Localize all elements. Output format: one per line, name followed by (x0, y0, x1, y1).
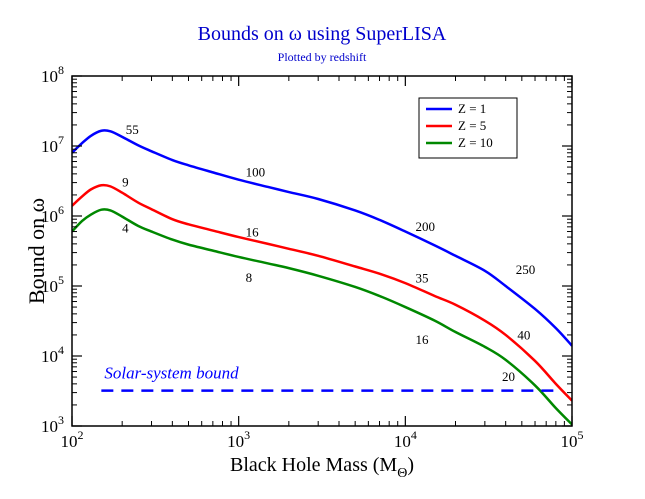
x-axis-label-text: Black Hole Mass (M (230, 454, 397, 476)
legend-label-1: Z = 1 (458, 101, 486, 116)
y-axis-label: Bound on ω (24, 198, 49, 304)
x-tick-label-base: 10 (227, 432, 244, 451)
x-tick-label-exponent: 5 (578, 428, 584, 442)
x-tick-label-base: 10 (561, 432, 578, 451)
x-tick-label-exponent: 3 (244, 428, 250, 442)
data-annotation: 16 (415, 332, 429, 347)
y-tick-label: 103 (41, 413, 64, 436)
y-tick-label-base: 10 (41, 347, 58, 366)
series-line-3 (72, 208, 572, 426)
data-annotation: 9 (122, 175, 128, 190)
data-annotation: 55 (126, 122, 139, 137)
y-tick-label-exponent: 4 (58, 343, 64, 357)
y-tick-label-exponent: 6 (58, 203, 64, 217)
data-annotation: 8 (246, 270, 253, 285)
y-tick-label: 108 (41, 63, 64, 86)
data-annotation: 40 (517, 328, 530, 343)
data-annotation: 20 (502, 369, 515, 384)
y-tick-label-exponent: 8 (58, 63, 64, 77)
y-tick-label-exponent: 7 (58, 133, 64, 147)
data-annotation: 200 (415, 219, 435, 234)
legend: Z = 1 Z = 5 Z = 10 (418, 97, 518, 159)
series-line-1 (72, 129, 572, 347)
plot-frame (71, 75, 573, 427)
data-annotation: 16 (246, 225, 259, 240)
y-tick-label-base: 10 (41, 417, 58, 436)
y-tick-label: 106 (41, 203, 64, 226)
y-tick-label-exponent: 3 (58, 413, 64, 427)
x-tick-label-base: 10 (394, 432, 411, 451)
series-line-2 (72, 183, 572, 402)
legend-label-2: Z = 5 (458, 118, 486, 133)
y-tick-label-exponent: 5 (58, 273, 64, 287)
data-annotation: 35 (415, 270, 428, 285)
chart-subtitle: Plotted by redshift (278, 50, 367, 64)
y-tick-label-base: 10 (41, 67, 58, 86)
x-tick-label-exponent: 2 (78, 428, 84, 442)
y-tick-label-base: 10 (41, 207, 58, 226)
x-tick-label-base: 10 (61, 432, 78, 451)
x-tick-label: 103 (227, 428, 250, 451)
x-axis-label-close: ) (407, 454, 414, 476)
x-tick-label: 104 (394, 428, 417, 451)
data-annotation: 100 (246, 164, 265, 179)
x-tick-label: 105 (561, 428, 584, 451)
y-tick-label: 104 (41, 343, 64, 366)
data-annotation: 4 (122, 221, 129, 236)
y-tick-label-base: 10 (41, 277, 58, 296)
x-axis-label: Black Hole Mass (MΘ) (230, 454, 414, 481)
y-tick-label-base: 10 (41, 137, 58, 156)
x-tick-label: 102 (61, 428, 84, 451)
chart-title: Bounds on ω using SuperLISA (198, 23, 447, 45)
legend-label-3: Z = 10 (458, 135, 493, 150)
plot-content (72, 129, 572, 426)
x-tick-label-exponent: 4 (411, 428, 417, 442)
data-annotation: 250 (516, 262, 536, 277)
y-tick-label: 105 (41, 273, 64, 296)
x-axis-label-subscript: Θ (397, 466, 407, 481)
y-tick-label: 107 (41, 133, 64, 156)
solar-system-bound-label: Solar-system bound (104, 364, 239, 383)
